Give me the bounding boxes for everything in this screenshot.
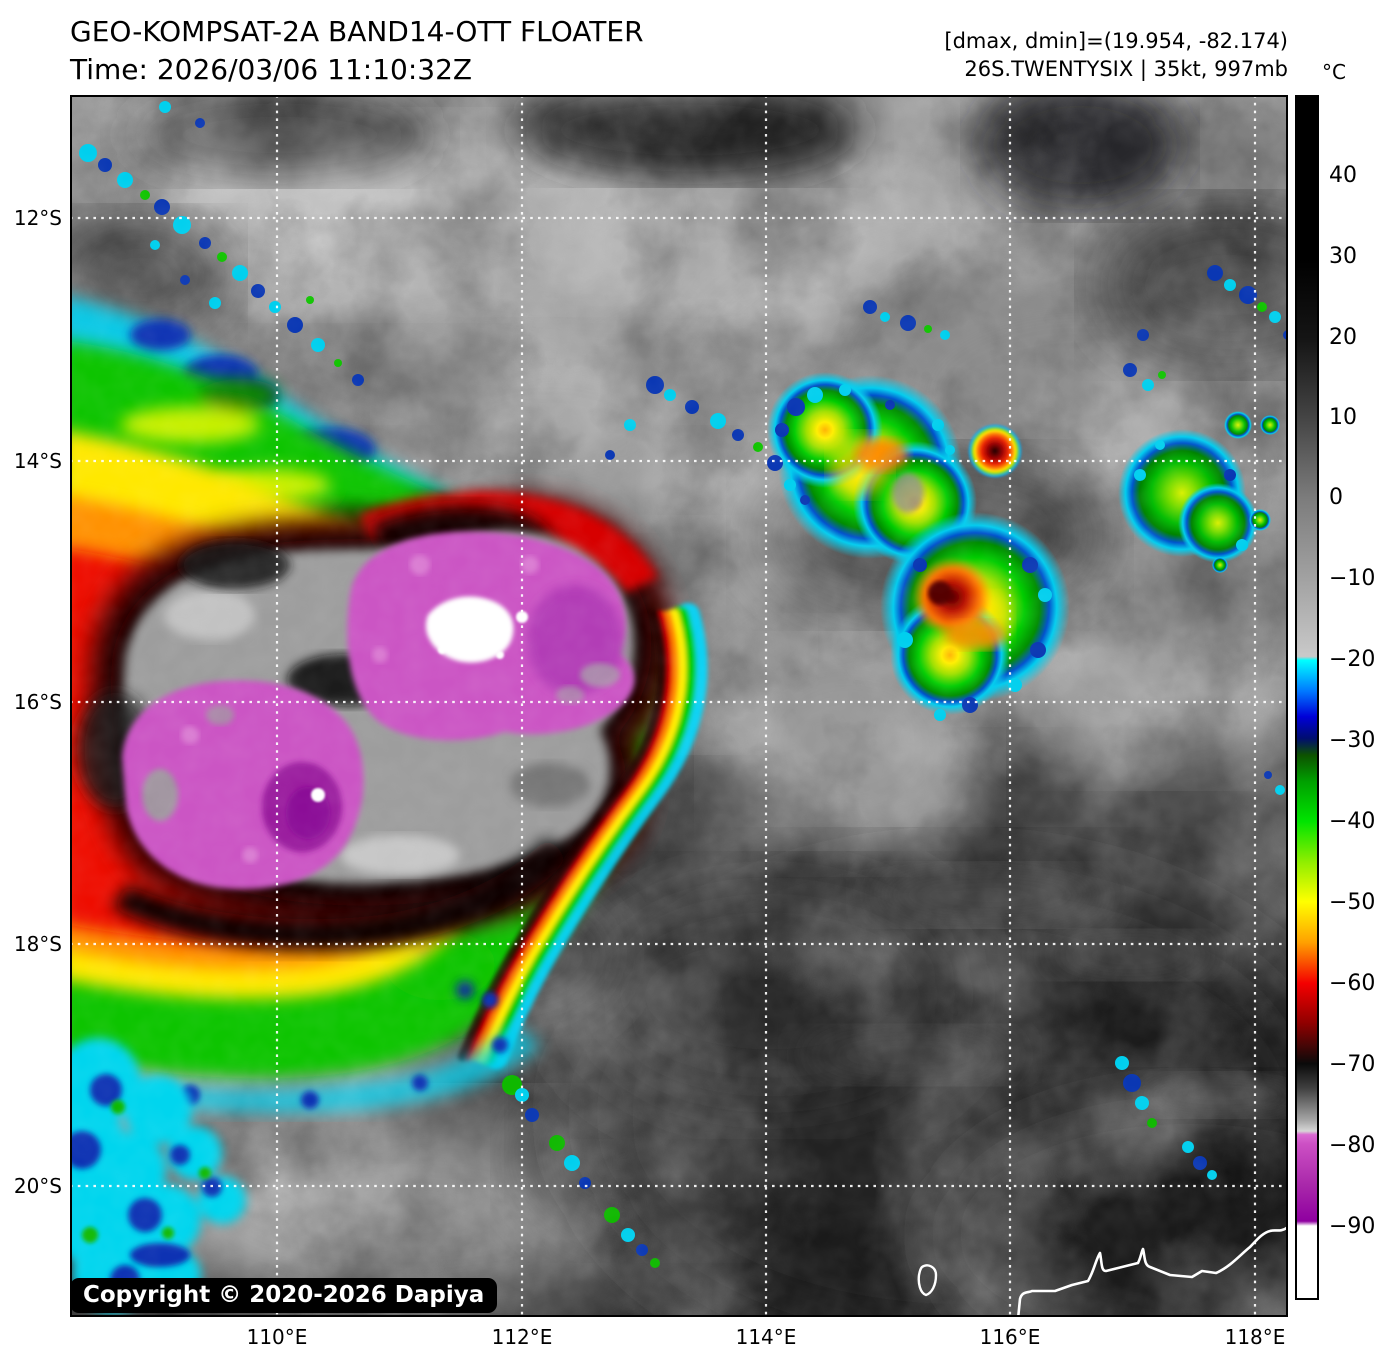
colorbar-tick-n70: −70 [1329, 1052, 1376, 1077]
colorbar-tick-n50: −50 [1329, 890, 1376, 915]
colorbar-tick-n60: −60 [1329, 971, 1376, 996]
lat-label-20s: 20°S [13, 1174, 62, 1198]
map-frame [70, 95, 1288, 1317]
colorbar-tick-0: 0 [1329, 485, 1343, 510]
lat-label-18s: 18°S [13, 932, 62, 956]
dmax-dmin-readout: [dmax, dmin]=(19.954, -82.174) [944, 29, 1288, 53]
colorbar-tick-n80: −80 [1329, 1133, 1376, 1158]
coastline [917, 1225, 1290, 1321]
colorbar-tick-n10: −10 [1329, 566, 1376, 591]
gridlines [70, 95, 1288, 1317]
colorbar-tick-30: 30 [1329, 244, 1357, 269]
colorbar-tick-n20: −20 [1329, 647, 1376, 672]
lat-label-14s: 14°S [13, 449, 62, 473]
storm-id-intensity: 26S.TWENTYSIX | 35kt, 997mb [964, 57, 1288, 81]
colorbar-tick-20: 20 [1329, 325, 1357, 350]
satellite-map-svg [0, 80, 1388, 1359]
island-outline [917, 1264, 938, 1297]
colorbar-tick-n30: −30 [1329, 728, 1376, 753]
fine-noise-overlay [70, 95, 1288, 1317]
lon-label-110e: 110°E [246, 1325, 308, 1349]
lon-label-116e: 116°E [979, 1325, 1041, 1349]
lon-label-114e: 114°E [735, 1325, 797, 1349]
copyright-badge: Copyright © 2020-2026 Dapiya [70, 1278, 498, 1313]
lon-label-112e: 112°E [491, 1325, 553, 1349]
satellite-map [0, 80, 1388, 1359]
lat-label-12s: 12°S [13, 206, 62, 230]
colorbar-tick-n40: −40 [1329, 809, 1376, 834]
page-title: GEO-KOMPSAT-2A BAND14-OTT FLOATER [70, 15, 644, 48]
colorbar-gradient [1295, 95, 1319, 1300]
header: GEO-KOMPSAT-2A BAND14-OTT FLOATER Time: … [70, 13, 644, 89]
colorbar-unit-label: °C [1322, 60, 1346, 84]
storm-info-block: [dmax, dmin]=(19.954, -82.174) 26S.TWENT… [944, 27, 1288, 83]
colorbar-tick-40: 40 [1329, 163, 1357, 188]
colorbar-tick-n90: −90 [1329, 1214, 1376, 1239]
timestamp: Time: 2026/03/06 11:10:32Z [70, 53, 473, 86]
lat-label-16s: 16°S [13, 690, 62, 714]
colorbar-tick-10: 10 [1329, 405, 1357, 430]
lon-label-118e: 118°E [1224, 1325, 1286, 1349]
